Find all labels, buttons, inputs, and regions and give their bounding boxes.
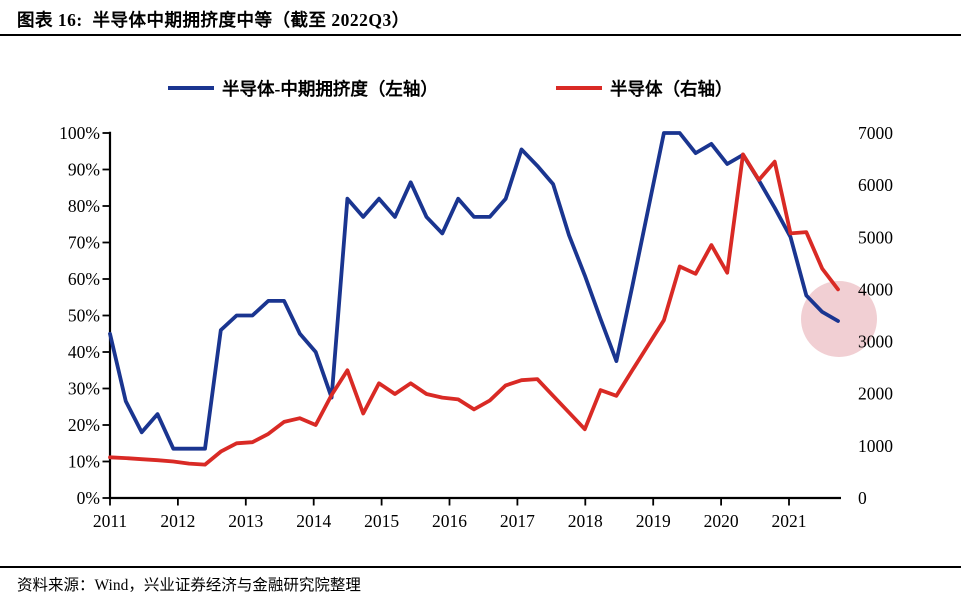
svg-text:5000: 5000 xyxy=(858,227,893,247)
svg-text:2015: 2015 xyxy=(364,511,399,531)
svg-text:30%: 30% xyxy=(68,379,100,399)
x-axis-labels: 2011 2012 2013 2014 2015 2016 2017 2018 2019 2020… xyxy=(93,498,807,531)
svg-text:80%: 80% xyxy=(68,196,100,216)
figure-title: 图表 16: 半导体中期拥挤度中等（截至 2022Q3） xyxy=(17,10,410,30)
title-rule xyxy=(0,34,961,37)
svg-text:2013: 2013 xyxy=(228,511,263,531)
axis-lines xyxy=(108,131,841,500)
svg-text:2012: 2012 xyxy=(160,511,195,531)
source-rule xyxy=(0,566,961,568)
legend-swatch-index xyxy=(556,85,602,91)
svg-text:70%: 70% xyxy=(68,233,100,253)
legend-swatch-crowding xyxy=(168,85,214,91)
svg-text:90%: 90% xyxy=(68,160,100,180)
right-axis-labels: 0 1000 2000 3000 4000 5000 6000 7000 xyxy=(858,123,893,508)
svg-text:2014: 2014 xyxy=(296,511,331,531)
svg-text:2018: 2018 xyxy=(568,511,603,531)
svg-text:40%: 40% xyxy=(68,342,100,362)
svg-text:2016: 2016 xyxy=(432,511,467,531)
svg-text:10%: 10% xyxy=(68,452,100,472)
svg-text:6000: 6000 xyxy=(858,175,893,195)
crowding-series-line xyxy=(108,131,840,451)
svg-text:2020: 2020 xyxy=(704,511,739,531)
svg-text:2021: 2021 xyxy=(772,511,807,531)
svg-text:0%: 0% xyxy=(77,488,100,508)
legend-item-index: 半导体（右轴） xyxy=(556,78,733,99)
svg-text:2019: 2019 xyxy=(636,511,671,531)
svg-text:2000: 2000 xyxy=(858,384,893,404)
svg-text:1000: 1000 xyxy=(858,436,893,456)
svg-text:0: 0 xyxy=(858,488,867,508)
svg-text:7000: 7000 xyxy=(858,123,893,143)
svg-text:60%: 60% xyxy=(68,269,100,289)
svg-text:4000: 4000 xyxy=(858,279,893,299)
svg-text:2011: 2011 xyxy=(93,511,127,531)
svg-text:50%: 50% xyxy=(68,306,100,326)
left-axis-labels: 0% 10% 20% 30% 40% 50% 60% 70% 80% 90% 100% xyxy=(59,123,110,508)
svg-text:3000: 3000 xyxy=(858,332,893,352)
source-note: 资料来源：Wind，兴业证券经济与金融研究院整理 xyxy=(17,577,361,594)
svg-text:20%: 20% xyxy=(68,415,100,435)
legend-item-crowding: 半导体-中期拥挤度（左轴） xyxy=(168,78,438,99)
index-series-line xyxy=(108,152,840,467)
svg-text:100%: 100% xyxy=(59,123,100,143)
svg-text:2017: 2017 xyxy=(500,511,535,531)
highlight-circle xyxy=(801,281,877,357)
legend-label-crowding: 半导体-中期拥挤度（左轴） xyxy=(222,78,438,99)
legend-label-index: 半导体（右轴） xyxy=(610,78,733,99)
